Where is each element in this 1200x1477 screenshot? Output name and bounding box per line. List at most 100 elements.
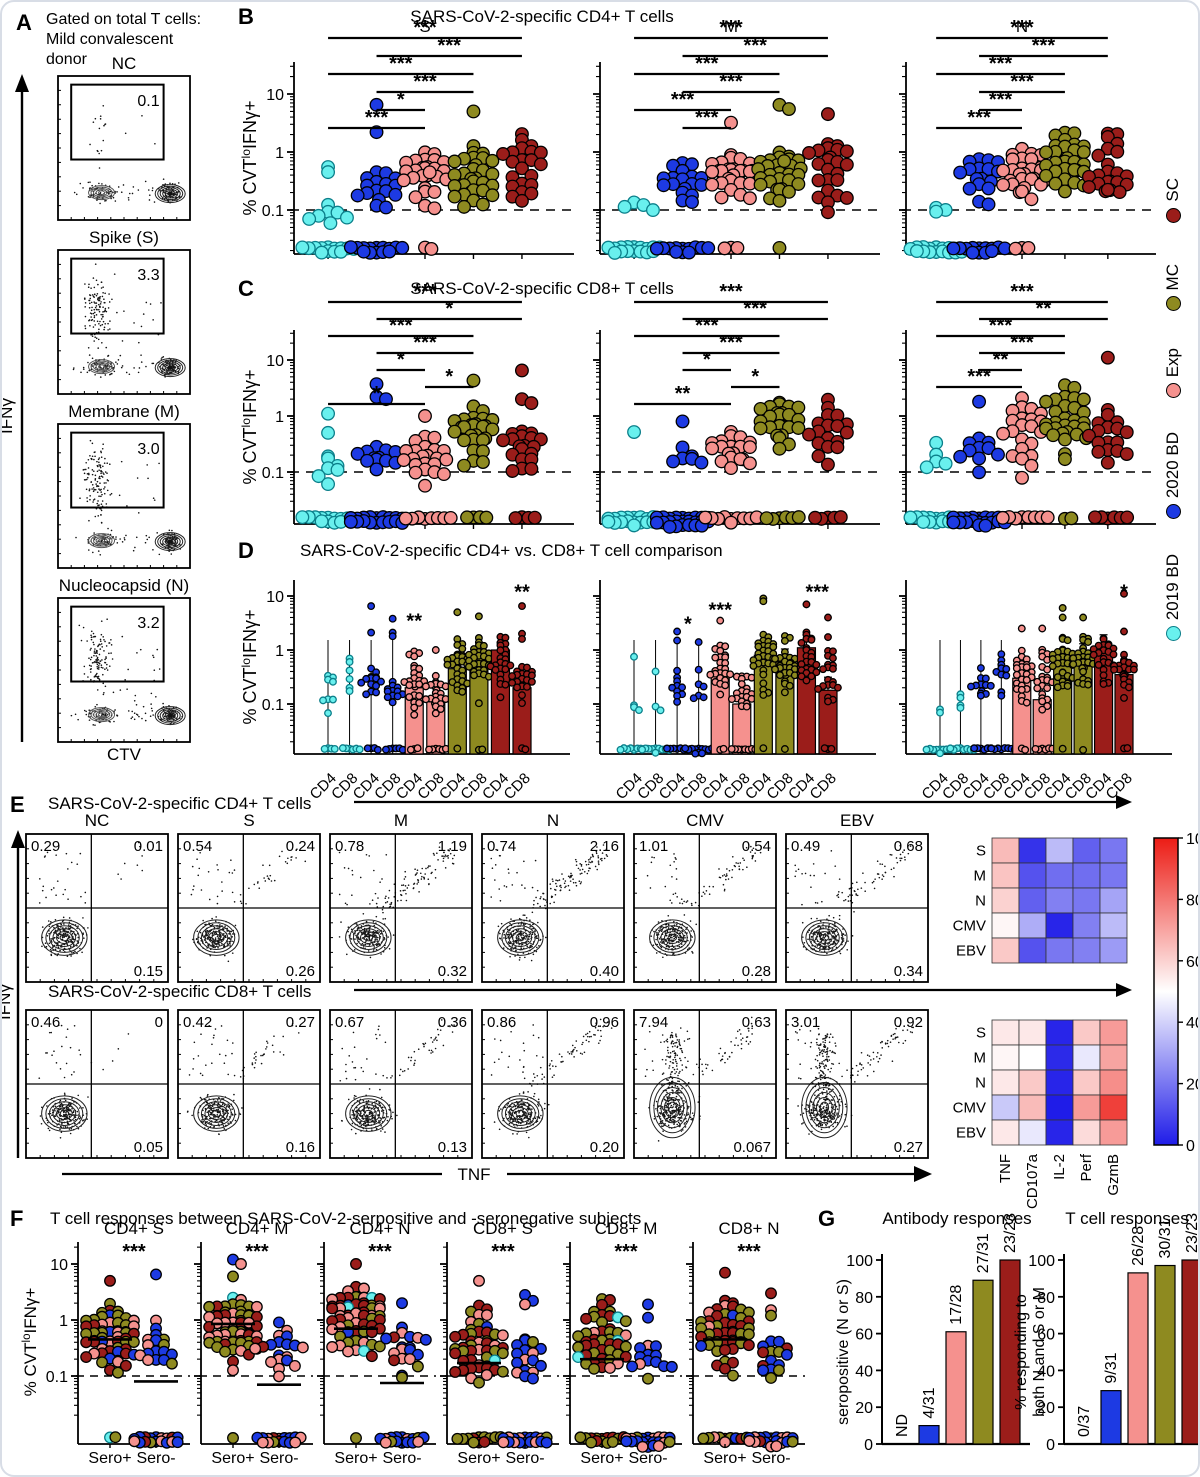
legend-label-mc: MC bbox=[1163, 264, 1182, 291]
svg-text:40: 40 bbox=[1186, 1015, 1200, 1032]
flow-e-plot: 0.42 0.270.16 bbox=[177, 1009, 321, 1159]
panel-f-plot-2: CD4+ N***Sero+ Sero- bbox=[317, 1219, 436, 1467]
svg-text:***: *** bbox=[695, 53, 719, 75]
svg-text:***: *** bbox=[413, 71, 437, 93]
svg-text:***: *** bbox=[1010, 17, 1034, 39]
svg-text:**: ** bbox=[993, 349, 1009, 371]
flow-e-plot: 1.01 0.540.28 bbox=[633, 833, 777, 983]
svg-text:1: 1 bbox=[275, 409, 284, 426]
svg-text:Perf: Perf bbox=[1078, 1153, 1095, 1181]
panel-b-chart: 1010.1S****************M****************… bbox=[239, 17, 1156, 260]
panel-e-row1-title: SARS-CoV-2-specific CD4+ T cells bbox=[48, 794, 312, 813]
svg-text:% CVTloIFNγ+: % CVTloIFNγ+ bbox=[239, 100, 260, 215]
svg-text:10: 10 bbox=[266, 353, 284, 370]
svg-text:100: 100 bbox=[1186, 831, 1200, 848]
svg-text:***: *** bbox=[389, 53, 413, 75]
svg-text:3.2: 3.2 bbox=[137, 615, 159, 632]
panel-c-chart: 1010.1**********************************… bbox=[239, 281, 1156, 534]
flow-e-plot: 0.54 0.24 0.26 bbox=[177, 833, 321, 983]
panel-d-title: SARS-CoV-2-specific CD4+ vs. CD8+ T cell… bbox=[300, 541, 723, 560]
panel-c-chart-plot-2: **************** bbox=[899, 281, 1156, 533]
svg-text:***: *** bbox=[671, 89, 695, 111]
svg-text:***: *** bbox=[719, 71, 743, 93]
panel-f-plot-5: CD8+ N***Sero+ Sero- bbox=[686, 1219, 805, 1467]
svg-text:***: *** bbox=[695, 107, 719, 129]
panel-g-chart2-title: T cell responses bbox=[1065, 1209, 1189, 1228]
svg-text:EBV: EBV bbox=[840, 811, 875, 830]
svg-text:CD107a: CD107a bbox=[1024, 1153, 1041, 1209]
legend-label-2020bd: 2020 BD bbox=[1163, 432, 1182, 499]
svg-text:***: *** bbox=[967, 366, 991, 388]
svg-text:***: *** bbox=[967, 107, 991, 129]
svg-text:0: 0 bbox=[1186, 1138, 1195, 1155]
svg-text:IFNγ: IFNγ bbox=[2, 398, 16, 434]
legend-item-2019bd: 2019 BD bbox=[1150, 554, 1196, 642]
svg-text:CD8: CD8 bbox=[807, 770, 840, 803]
legend-label-exp: Exp bbox=[1163, 348, 1182, 378]
panel-a-title-2: Mild convalescent bbox=[46, 31, 174, 48]
svg-text:***: *** bbox=[413, 332, 437, 354]
legend-item-sc: SC bbox=[1150, 178, 1196, 223]
svg-text:***: *** bbox=[1010, 281, 1034, 303]
svg-text:0.29: 0.29 bbox=[31, 838, 60, 855]
svg-text:M: M bbox=[724, 17, 738, 36]
svg-text:0.32: 0.32 bbox=[438, 963, 467, 980]
panel-b-chart-plot-1: M****************** bbox=[593, 17, 880, 260]
panel-a-title-3: donor bbox=[46, 51, 87, 68]
svg-text:3.0: 3.0 bbox=[137, 441, 159, 458]
svg-text:Nucleocapsid (N): Nucleocapsid (N) bbox=[59, 576, 189, 595]
svg-text:M: M bbox=[394, 811, 408, 830]
svg-text:***: *** bbox=[389, 315, 413, 337]
svg-text:0.40: 0.40 bbox=[590, 963, 619, 980]
svg-text:*: * bbox=[751, 366, 759, 388]
flow-e-plot: 0.46 00.05 bbox=[25, 1009, 169, 1159]
svg-text:1: 1 bbox=[275, 643, 284, 660]
svg-text:***: *** bbox=[744, 35, 768, 57]
svg-text:0.15: 0.15 bbox=[134, 963, 163, 980]
svg-text:Spike (S): Spike (S) bbox=[89, 228, 159, 247]
svg-text:0.1: 0.1 bbox=[262, 203, 284, 220]
panel-g-chart1-title: Antibody responses bbox=[882, 1209, 1032, 1228]
flow-e-plot: 0.29 0.01 0.15 bbox=[25, 833, 169, 983]
svg-text:*: * bbox=[445, 366, 453, 388]
flow-e-plot: 0.86 0.960.20 bbox=[481, 1009, 625, 1159]
panel-c-title: SARS-CoV-2-specific CD8+ T cells bbox=[410, 279, 674, 298]
svg-text:***: *** bbox=[438, 35, 462, 57]
svg-text:0.54: 0.54 bbox=[183, 838, 212, 855]
flow-a-Nucleocapsid (N): 3.2 Nucleocapsid (N) bbox=[57, 576, 191, 743]
mc-dot-icon bbox=[1165, 296, 1181, 312]
svg-text:1.19: 1.19 bbox=[438, 838, 467, 855]
panel-f-title: T cell responses between SARS-CoV-2-serp… bbox=[50, 1209, 642, 1228]
svg-text:IL-2: IL-2 bbox=[1051, 1154, 1068, 1180]
exp-dot-icon bbox=[1165, 383, 1181, 399]
svg-text:*: * bbox=[397, 89, 405, 111]
panel-b-label: B bbox=[238, 4, 254, 29]
panel-f-label: F bbox=[10, 1206, 24, 1231]
svg-text:***: *** bbox=[806, 581, 830, 603]
svg-text:0.24: 0.24 bbox=[286, 838, 315, 855]
svg-text:**: ** bbox=[406, 611, 422, 633]
svg-text:*: * bbox=[397, 349, 405, 371]
svg-text:10: 10 bbox=[266, 87, 284, 104]
svg-text:*: * bbox=[684, 613, 692, 635]
flow-e-plot: 3.01 0.920.27 bbox=[785, 1009, 929, 1159]
svg-text:1: 1 bbox=[275, 145, 284, 162]
panel-a-label: A bbox=[16, 10, 32, 35]
flow-e-plot: 0.74 2.16 0.40 bbox=[481, 833, 625, 983]
svg-text:CTV: CTV bbox=[107, 745, 142, 764]
svg-text:***: *** bbox=[1032, 35, 1056, 57]
panel-f-plot-1: CD4+ M***Sero+ Sero- bbox=[194, 1219, 313, 1467]
2019bd-dot-icon bbox=[1165, 626, 1181, 642]
panel-f-plot-3: CD8+ S***Sero+ Sero- bbox=[440, 1219, 559, 1467]
flow-e-plot: 0.67 0.360.13 bbox=[329, 1009, 473, 1159]
legend-item-mc: MC bbox=[1150, 264, 1196, 312]
svg-text:***: *** bbox=[695, 315, 719, 337]
